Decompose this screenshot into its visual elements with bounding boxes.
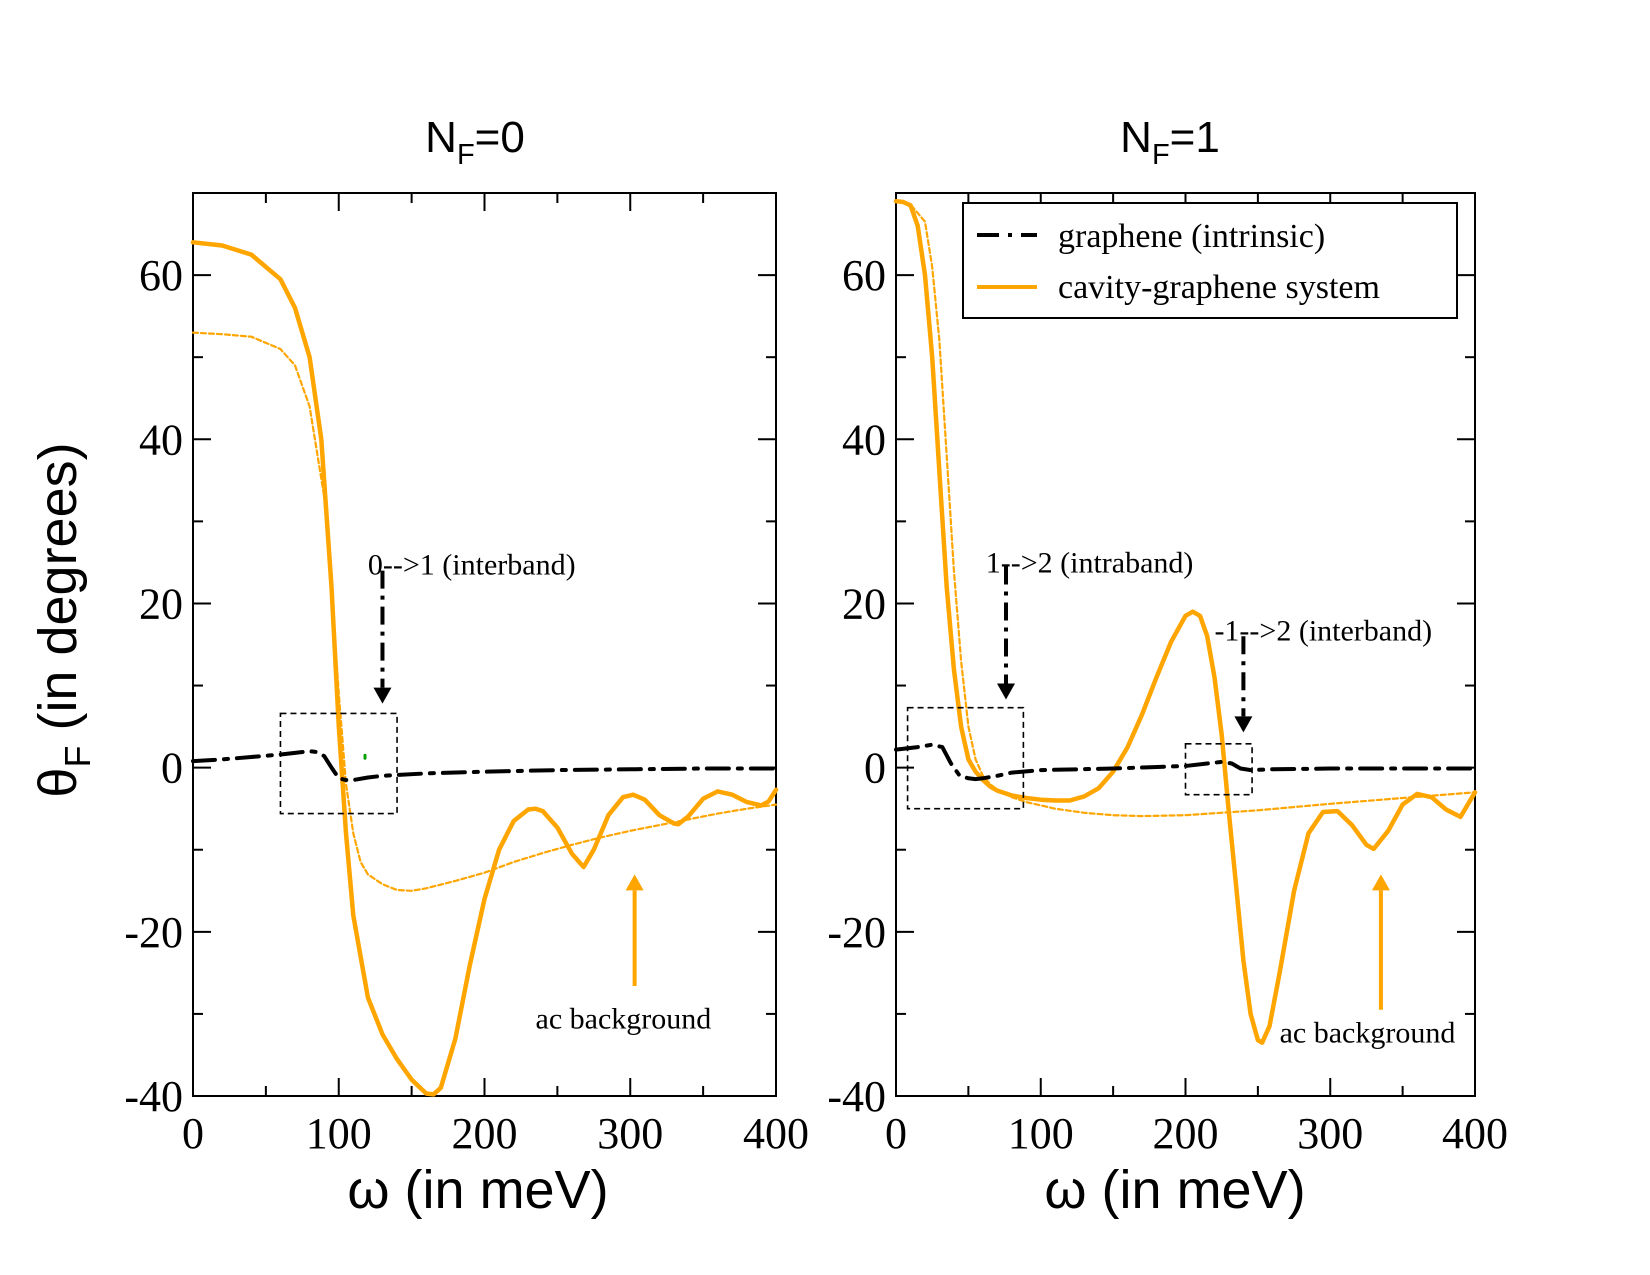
annotation-arrowhead	[373, 687, 392, 704]
x-tick-label: 400	[743, 1109, 809, 1158]
x-tick-label: 400	[1442, 1109, 1508, 1158]
x-axis-label-nf1: ω (in meV)	[1044, 1160, 1305, 1220]
series-line-graphene	[894, 742, 1477, 782]
annotation-label: 1-->2 (intraband)	[986, 546, 1194, 579]
y-tick-label: -40	[827, 1072, 886, 1121]
x-tick-label: 200	[452, 1109, 518, 1158]
y-tick-label: 60	[842, 251, 886, 300]
panel-title-nf1: NF=1	[1120, 113, 1220, 171]
annotation-label: 0-->1 (interband)	[368, 549, 576, 582]
annotation-arrowhead	[997, 683, 1016, 700]
annotation-arrowhead	[625, 874, 644, 891]
title-suffix: =1	[1170, 113, 1220, 162]
y-tick-label: 20	[139, 579, 183, 628]
plot-area-nf0: 0 100 200 300 400 -40 -20 0 20 40 60 0-->1 (interba…	[124, 192, 809, 1158]
legend-box	[962, 202, 1458, 319]
annotation-label: ac background	[1280, 1017, 1456, 1050]
y-tick-label: 40	[139, 415, 183, 464]
x-tick-label: 100	[306, 1109, 372, 1158]
y-tick-label: 40	[842, 415, 886, 464]
y-tick-label: 20	[842, 579, 886, 628]
x-tick-label: 100	[1008, 1109, 1074, 1158]
x-tick-label: 0	[182, 1109, 204, 1158]
plot-area-nf1: 0 100 200 300 400 -40 -20 0 20 40 60 1-->2 (intraba…	[827, 192, 1508, 1158]
title-main: N	[425, 113, 457, 162]
series-line-cavity	[190, 240, 779, 1097]
x-tick-label: 200	[1153, 1109, 1219, 1158]
title-sub: F	[1152, 139, 1170, 171]
y-axis-label: θF (in degrees)	[28, 442, 98, 797]
x-tick-label: 300	[1297, 1109, 1363, 1158]
annotation-arrowhead	[1371, 874, 1390, 891]
series-line-thin-orange	[894, 200, 1477, 818]
title-main: N	[1120, 113, 1152, 162]
panel-nf0: NF=0 0 100 200 300 400 -40 -20 0 20 40 60 0-->1 (in…	[124, 113, 809, 1220]
x-tick-label: 0	[885, 1109, 907, 1158]
y-tick-label: -40	[124, 1072, 183, 1121]
series-line-graphene	[191, 749, 778, 782]
title-sub: F	[457, 139, 475, 171]
highlight-box	[906, 706, 1025, 810]
highlight-box	[1184, 743, 1253, 796]
y-tick-label: 0	[864, 744, 886, 793]
y-tick-label: 60	[139, 251, 183, 300]
x-tick-label: 300	[597, 1109, 663, 1158]
plot-frame	[192, 192, 777, 1097]
panel-nf1: NF=1 0 100 200 300 400 -40 -20 0 20 40 60 1-->2 (in…	[827, 113, 1508, 1220]
title-suffix: =0	[475, 113, 525, 162]
series-line-thin-orange	[191, 331, 778, 892]
annotation-label: -1-->2 (interband)	[1214, 614, 1432, 647]
legend-label-cavity: cavity-graphene system	[1058, 269, 1380, 306]
y-label-rest: (in degrees)	[28, 442, 88, 745]
series-line-cavity	[893, 198, 1478, 1045]
x-axis-label-nf0: ω (in meV)	[347, 1160, 608, 1220]
annotation-label: ac background	[536, 1003, 712, 1036]
y-label-sub: F	[57, 746, 98, 768]
y-label-theta: θ	[28, 768, 88, 798]
panel-title-nf0: NF=0	[425, 113, 525, 171]
y-tick-label: -20	[827, 908, 886, 957]
highlight-box	[279, 712, 398, 815]
y-tick-label: 0	[161, 744, 183, 793]
annotation-arrowhead	[1234, 716, 1253, 733]
legend: graphene (intrinsic) cavity-graphene sys…	[962, 202, 1458, 319]
legend-label-graphene: graphene (intrinsic)	[1058, 218, 1325, 255]
y-tick-label: -20	[124, 908, 183, 957]
